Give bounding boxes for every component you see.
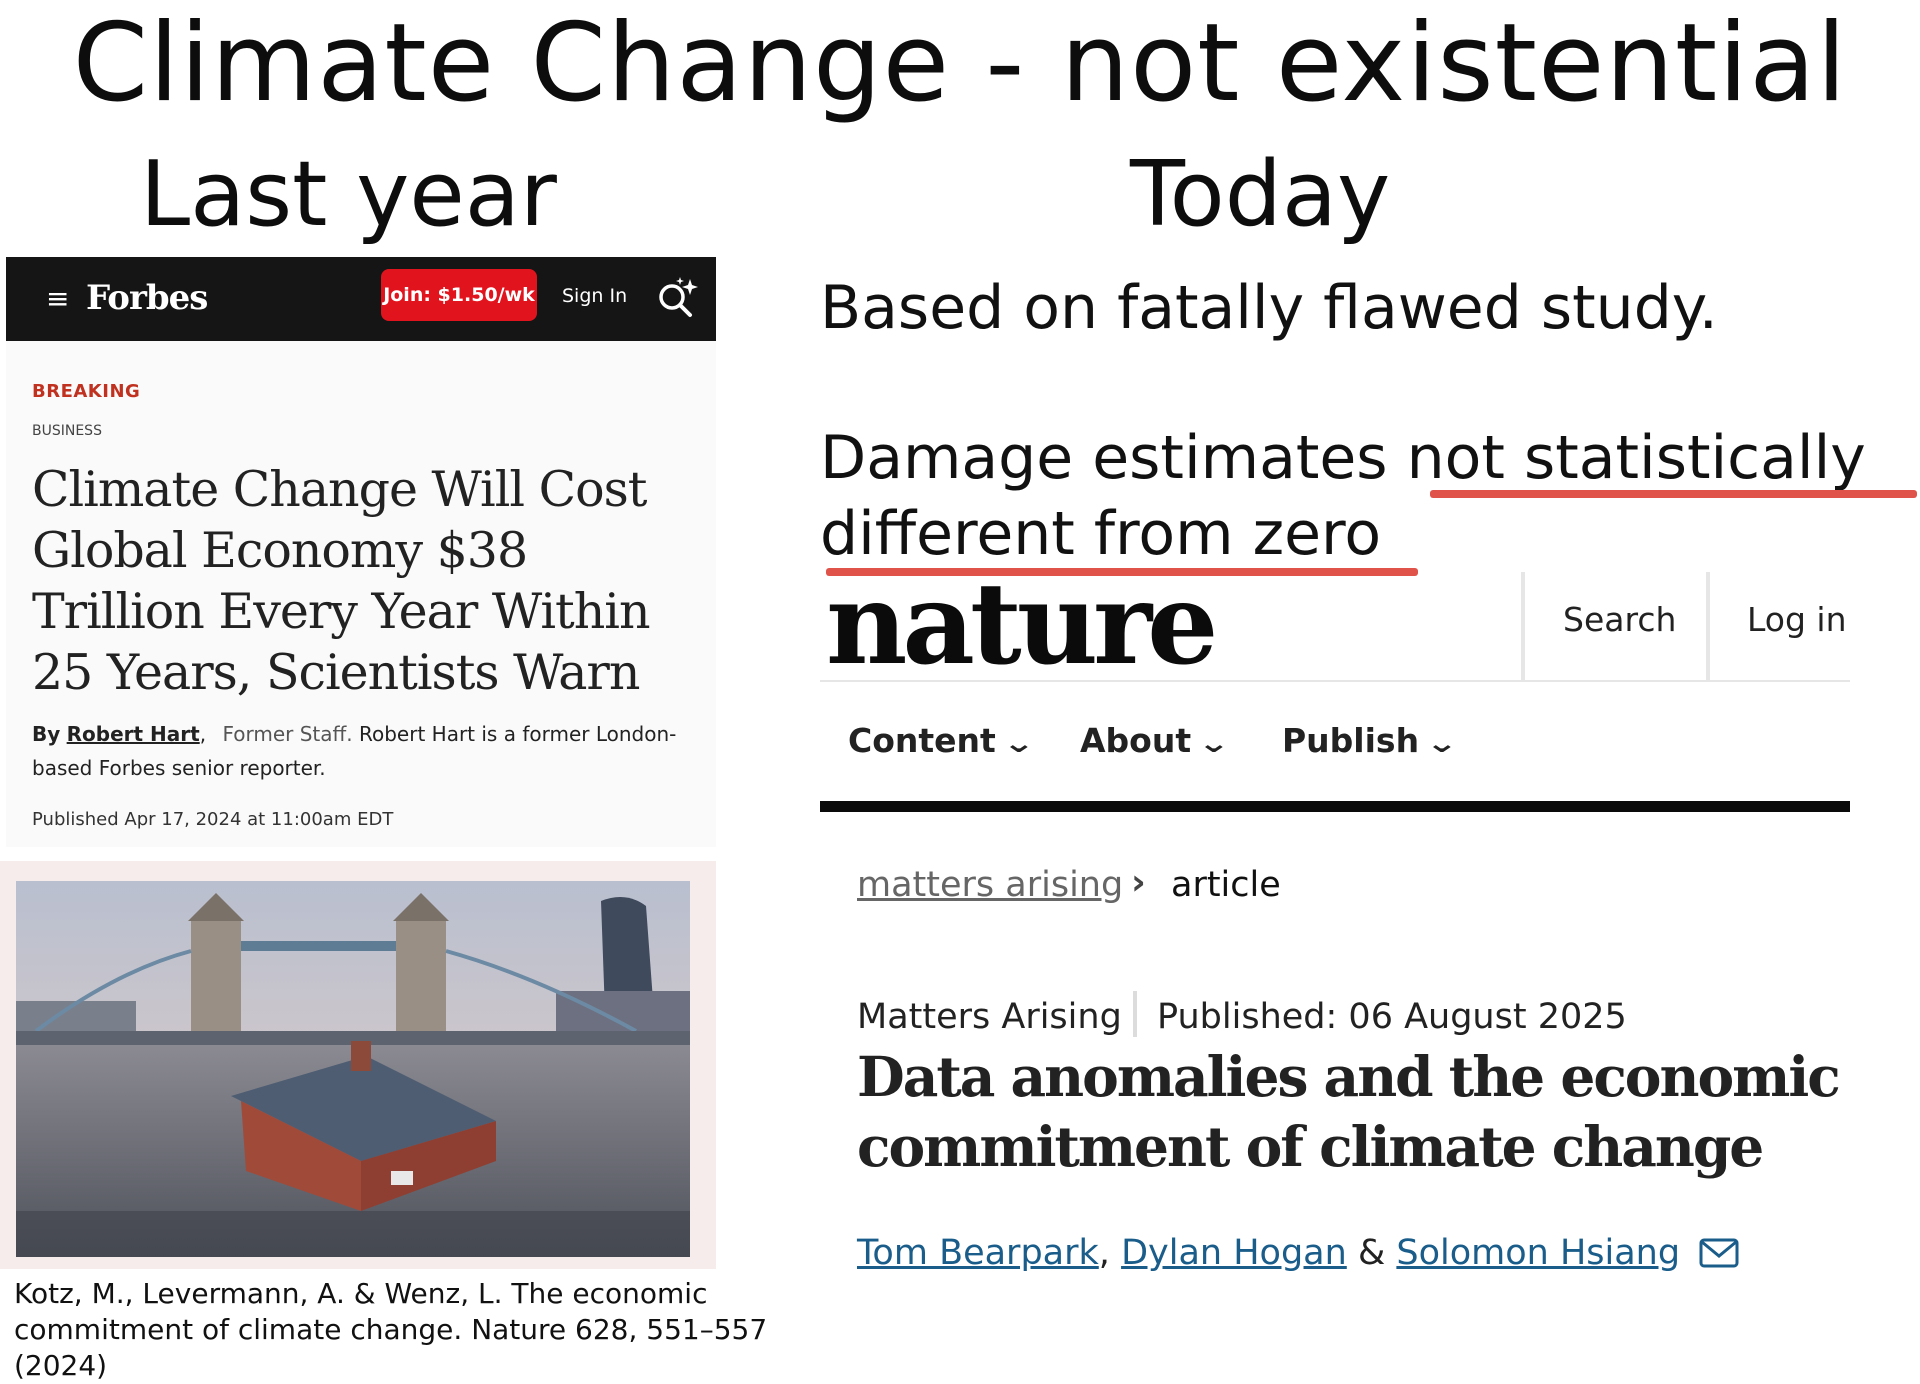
article-image-frame [0, 861, 716, 1269]
claim-damage-estimates: Damage estimates not statistically diffe… [820, 420, 1910, 572]
forbes-article-header: BREAKING BUSINESS Climate Change Will Co… [6, 341, 716, 847]
breadcrumb-article: article [1171, 865, 1281, 905]
author-list: Tom Bearpark, Dylan Hogan & Solomon Hsia… [857, 1230, 1739, 1276]
article-type: Matters Arising [857, 997, 1122, 1037]
nav-about-label: About [1080, 721, 1192, 760]
claim-flawed-study: Based on fatally flawed study. [820, 273, 1718, 343]
author-separator: & [1357, 1233, 1386, 1273]
page-title: Climate Change - not existential [72, 1, 1848, 126]
breadcrumb-matters-arising[interactable]: matters arising [857, 865, 1124, 905]
nav-about[interactable]: About ⌄ [1080, 718, 1230, 767]
author-link[interactable]: Robert Hart [66, 722, 200, 746]
chevron-down-icon: ⌄ [1002, 729, 1036, 759]
join-button[interactable]: Join: $1.50/wk [381, 269, 537, 321]
author-link[interactable]: Solomon Hsiang [1396, 1233, 1681, 1273]
byline: By Robert Hart, Former Staff. Robert Har… [32, 722, 677, 780]
nav-content-label: Content [848, 721, 996, 760]
chevron-down-icon: ⌄ [1197, 729, 1231, 759]
search-icon[interactable] [656, 275, 700, 319]
forbes-navbar: ≡ Forbes Join: $1.50/wk Sign In [6, 257, 716, 341]
author-role: Former Staff. [222, 722, 353, 746]
byline-by: By [32, 722, 61, 746]
author-link[interactable]: Tom Bearpark [857, 1233, 1099, 1273]
published-date: Published Apr 17, 2024 at 11:00am EDT [32, 809, 394, 830]
red-underline [826, 568, 1418, 576]
author-bio: Robert Hart is a former London-based For… [32, 722, 677, 780]
mail-icon[interactable] [1699, 1238, 1739, 1270]
sign-in-link[interactable]: Sign In [562, 285, 628, 307]
red-underline [1430, 490, 1917, 498]
nav-content[interactable]: Content ⌄ [848, 718, 1035, 767]
study-citation: Kotz, M., Levermann, A. & Wenz, L. The e… [14, 1277, 768, 1382]
right-column-label: Today [1130, 142, 1391, 247]
nav-thick-rule [820, 801, 1850, 812]
published-date: Published: 06 August 2025 [1157, 997, 1627, 1037]
nav-publish-label: Publish [1282, 721, 1420, 760]
claim-2-highlight: not statistically different from zero [820, 423, 1866, 569]
header-rule [820, 680, 1850, 682]
article-title: Data anomalies and the economic commitme… [857, 1044, 1841, 1179]
nature-login-link[interactable]: Log in [1747, 600, 1847, 639]
breaking-label: BREAKING [32, 381, 141, 402]
chevron-down-icon: ⌄ [1425, 729, 1459, 759]
forbes-logo[interactable]: Forbes [86, 278, 208, 318]
menu-icon[interactable]: ≡ [46, 282, 70, 315]
left-column-label: Last year [140, 142, 557, 247]
header-divider [1521, 572, 1525, 680]
section-label[interactable]: BUSINESS [32, 423, 102, 439]
nav-publish[interactable]: Publish ⌄ [1282, 718, 1458, 767]
claim-2-prefix: Damage estimates [820, 423, 1407, 493]
author-link[interactable]: Dylan Hogan [1121, 1233, 1347, 1273]
flooded-house-tower-bridge-image [16, 881, 690, 1257]
author-separator: , [1098, 1233, 1110, 1273]
article-headline: Climate Change Will Cost Global Economy … [32, 461, 651, 701]
meta-divider [1133, 991, 1137, 1037]
nature-logo[interactable]: nature [826, 559, 1218, 690]
header-divider [1706, 572, 1710, 680]
chevron-right-icon: › [1131, 862, 1146, 903]
nature-search-link[interactable]: Search [1563, 600, 1677, 639]
